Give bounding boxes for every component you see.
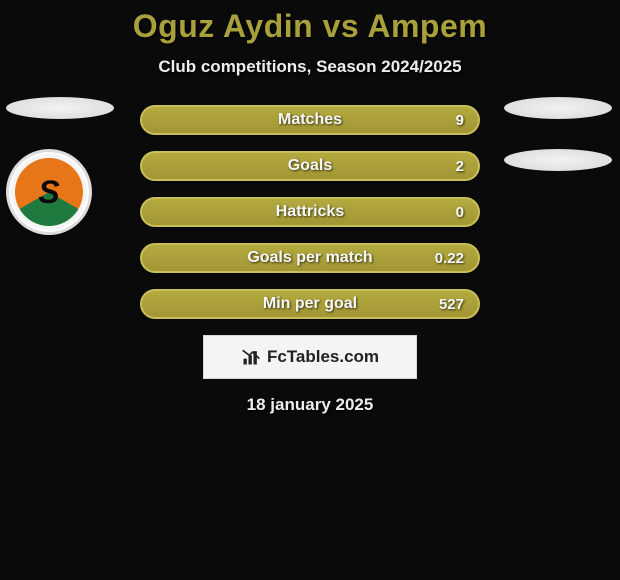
- left-player-column: S: [6, 97, 116, 235]
- stat-value-right: 0: [456, 199, 464, 225]
- stat-label: Matches: [142, 107, 478, 133]
- player-photo-placeholder-left: [6, 97, 114, 119]
- stat-value-right: 9: [456, 107, 464, 133]
- date-text: 18 january 2025: [0, 395, 620, 415]
- subtitle: Club competitions, Season 2024/2025: [0, 57, 620, 77]
- infographic-root: Oguz Aydin vs Ampem Club competitions, S…: [0, 0, 620, 415]
- branding-panel: FcTables.com: [203, 335, 417, 379]
- comparison-area: S Matches 9 Goals 2 Hattricks 0 Goals p: [0, 105, 620, 319]
- right-player-column: [504, 97, 614, 201]
- stat-bars: Matches 9 Goals 2 Hattricks 0 Goals per …: [140, 105, 480, 319]
- club-badge-left: S: [6, 149, 92, 235]
- player-photo-placeholder-right-1: [504, 97, 612, 119]
- stat-value-right: 0.22: [435, 245, 464, 271]
- player-photo-placeholder-right-2: [504, 149, 612, 171]
- stat-value-right: 527: [439, 291, 464, 317]
- stat-label: Goals: [142, 153, 478, 179]
- stat-bar-hattricks: Hattricks 0: [140, 197, 480, 227]
- stat-bar-goals-per-match: Goals per match 0.22: [140, 243, 480, 273]
- stat-bar-min-per-goal: Min per goal 527: [140, 289, 480, 319]
- stat-bar-goals: Goals 2: [140, 151, 480, 181]
- bar-chart-icon: [241, 347, 261, 367]
- club-badge-inner: S: [15, 158, 83, 226]
- stat-label: Goals per match: [142, 245, 478, 271]
- stat-label: Hattricks: [142, 199, 478, 225]
- club-badge-letter: S: [38, 174, 59, 211]
- stat-bar-matches: Matches 9: [140, 105, 480, 135]
- stat-label: Min per goal: [142, 291, 478, 317]
- page-title: Oguz Aydin vs Ampem: [0, 8, 620, 45]
- branding-label: FcTables.com: [267, 347, 379, 367]
- stat-value-right: 2: [456, 153, 464, 179]
